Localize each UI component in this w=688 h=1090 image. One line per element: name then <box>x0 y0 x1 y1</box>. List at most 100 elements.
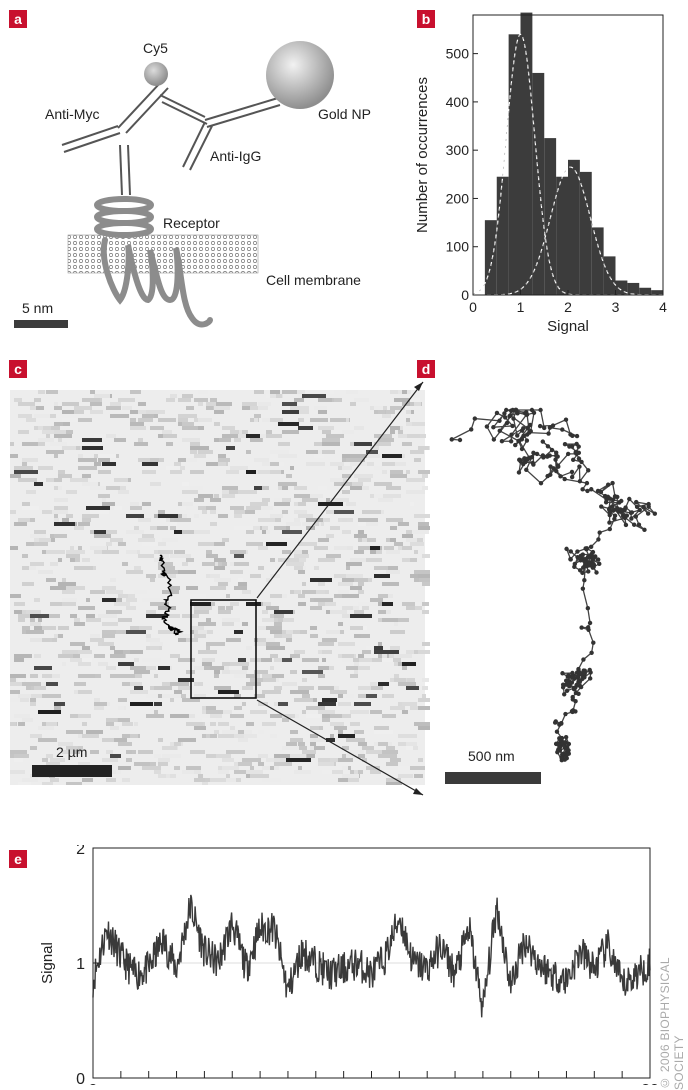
noise-pixel <box>402 666 407 670</box>
noise-pixel <box>318 558 335 562</box>
noise-pixel <box>42 430 56 434</box>
noise-pixel <box>82 514 99 518</box>
noise-pixel <box>62 518 69 522</box>
noise-pixel <box>86 614 95 618</box>
noise-pixel <box>178 514 182 518</box>
noise-pixel <box>262 610 268 614</box>
noise-pixel <box>134 566 141 570</box>
trajectory-point <box>562 692 567 697</box>
noise-pixel <box>250 406 258 410</box>
noise-pixel <box>250 766 254 770</box>
noise-pixel <box>78 714 91 718</box>
noise-pixel <box>326 630 340 634</box>
noise-pixel <box>186 638 198 642</box>
noise-pixel <box>206 462 223 466</box>
noise-pixel <box>218 562 223 566</box>
noise-pixel <box>390 430 395 434</box>
trajectory-point <box>553 457 558 462</box>
noise-pixel <box>46 450 64 454</box>
trajectory-point <box>607 526 612 532</box>
noise-pixel <box>158 550 173 554</box>
noise-pixel <box>74 558 80 562</box>
noise-pixel <box>198 494 213 498</box>
noise-pixel <box>126 550 137 554</box>
x-tick-label: 4 <box>659 299 667 315</box>
dark-streak <box>126 630 146 634</box>
noise-pixel <box>58 582 76 586</box>
noise-pixel <box>362 746 374 750</box>
dark-streak <box>178 678 194 682</box>
noise-pixel <box>266 642 280 646</box>
noise-pixel <box>182 514 187 518</box>
noise-pixel <box>30 694 45 698</box>
noise-pixel <box>270 630 288 634</box>
noise-pixel <box>122 674 135 678</box>
noise-pixel <box>58 470 65 474</box>
noise-pixel <box>342 766 348 770</box>
dark-streak <box>374 574 390 578</box>
dark-streak <box>54 522 75 526</box>
noise-pixel <box>214 670 220 674</box>
noise-pixel <box>154 770 161 774</box>
trajectory-point <box>513 442 518 448</box>
trajectory-point <box>560 671 565 676</box>
noise-pixel <box>210 722 216 726</box>
noise-pixel <box>62 750 77 754</box>
noise-pixel <box>170 682 189 686</box>
noise-pixel <box>182 770 194 774</box>
trajectory-point <box>516 470 522 475</box>
noise-pixel <box>54 518 59 522</box>
noise-pixel <box>102 622 118 626</box>
noise-pixel <box>294 770 311 774</box>
noise-pixel <box>158 606 176 610</box>
noise-pixel <box>386 746 395 750</box>
x-tick-label: 0 <box>89 1082 98 1085</box>
noise-pixel <box>378 742 388 746</box>
noise-pixel <box>254 418 258 422</box>
noise-pixel <box>382 694 394 698</box>
noise-pixel <box>274 762 292 766</box>
noise-pixel <box>22 502 30 506</box>
noise-pixel <box>98 614 117 618</box>
trajectory-point <box>449 437 454 442</box>
noise-pixel <box>198 682 203 686</box>
dark-streak <box>246 602 261 606</box>
noise-pixel <box>22 682 41 686</box>
noise-pixel <box>222 730 237 734</box>
noise-pixel <box>354 426 364 430</box>
noise-pixel <box>90 402 102 406</box>
noise-pixel <box>10 750 27 754</box>
trajectory-point <box>571 673 577 678</box>
noise-pixel <box>218 458 230 462</box>
noise-pixel <box>406 470 410 474</box>
noise-pixel <box>130 422 144 426</box>
noise-pixel <box>130 426 146 430</box>
noise-pixel <box>70 478 88 482</box>
noise-pixel <box>90 486 106 490</box>
noise-pixel <box>318 710 335 714</box>
noise-pixel <box>202 782 208 785</box>
noise-pixel <box>14 714 30 718</box>
noise-pixel <box>270 574 280 578</box>
noise-pixel <box>366 558 382 562</box>
noise-pixel <box>174 766 180 770</box>
dark-streak <box>234 630 243 634</box>
noise-pixel <box>198 506 216 510</box>
noise-pixel <box>162 746 177 750</box>
noise-pixel <box>422 686 428 690</box>
trajectory-point <box>636 522 642 527</box>
trajectory-point <box>507 413 512 419</box>
noise-pixel <box>402 710 408 714</box>
noise-pixel <box>62 598 77 602</box>
noise-pixel <box>146 410 165 414</box>
noise-pixel <box>226 778 236 782</box>
trajectory-point <box>596 537 601 542</box>
noise-pixel <box>182 394 193 398</box>
noise-pixel <box>114 738 127 742</box>
noise-pixel <box>214 410 224 414</box>
trajectory-point <box>561 751 566 756</box>
trajectory-point <box>563 711 568 717</box>
panel-label-a: a <box>9 10 27 28</box>
noise-pixel <box>346 666 361 670</box>
noise-pixel <box>346 458 365 462</box>
